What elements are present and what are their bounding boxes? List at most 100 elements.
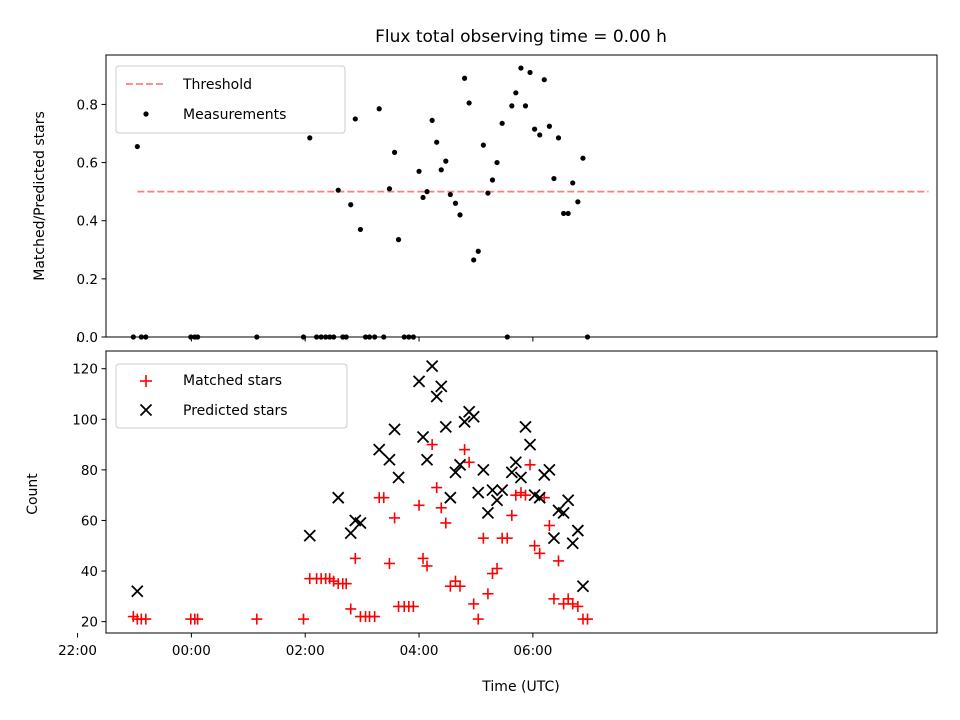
matched-star-point	[506, 509, 518, 521]
measurement-point	[551, 175, 557, 182]
predicted-star-point	[373, 443, 386, 456]
predicted-star-point	[426, 360, 439, 373]
matched-star-point	[378, 492, 390, 504]
predicted-star-point	[344, 526, 357, 540]
measurement-point	[420, 194, 426, 201]
measurement-point	[537, 132, 543, 138]
matched-star-point	[477, 532, 489, 544]
matched-star-point	[345, 603, 357, 615]
legend-top: Threshold Measurements	[115, 65, 346, 134]
predicted-star-point	[481, 506, 495, 520]
x-tick-label: 02:00	[286, 643, 325, 659]
matched-star-point	[472, 613, 484, 625]
x-axis-label: Time (UTC)	[481, 679, 559, 695]
measurement-point	[584, 334, 591, 340]
measurement-point	[555, 135, 562, 141]
measurement-point	[410, 334, 416, 340]
matched-star-point	[140, 613, 152, 625]
measurement-point	[457, 212, 463, 218]
predicted-star-point	[557, 506, 570, 520]
matched-star-point	[567, 598, 579, 610]
measurement-point	[395, 237, 402, 243]
matched-star-point	[582, 613, 594, 625]
measurement-point	[357, 226, 364, 233]
matched-star-point	[435, 502, 447, 514]
legend-frame-top	[115, 65, 346, 134]
matched-star-point	[449, 575, 461, 587]
predicted-star-point	[467, 410, 480, 423]
predicted-star-point	[444, 491, 457, 504]
measurement-point	[575, 199, 581, 205]
matched-star-point	[440, 517, 452, 529]
axes-frame-bottom	[105, 350, 938, 634]
matched-star-point	[389, 512, 401, 524]
predicted-star-point	[566, 537, 579, 550]
matched-star-point	[543, 520, 555, 532]
measurement-point	[401, 334, 407, 340]
measurement-point	[416, 168, 422, 174]
predicted-star-point	[472, 486, 485, 499]
matched-star-point	[426, 439, 438, 451]
predicted-star-point	[435, 380, 448, 393]
y-tick-label-top: 0.4	[77, 214, 98, 230]
predicted-star-point	[383, 453, 396, 466]
predicted-star-point	[412, 375, 426, 388]
matched-star-point	[519, 489, 531, 501]
matched-star-point	[482, 588, 494, 600]
predicted-star-point	[332, 491, 345, 504]
legend-frame-bottom	[115, 363, 348, 429]
predicted-star-point	[505, 466, 518, 479]
legend-label-measurements: Measurements	[183, 107, 286, 123]
predicted-star-point	[523, 438, 537, 451]
matched-star-point	[369, 611, 381, 623]
measurement-point	[195, 334, 201, 340]
matched-star-point	[491, 563, 503, 575]
measurement-point	[509, 103, 515, 109]
y-tick-label-bottom: 20	[81, 615, 98, 631]
predicted-star-point	[576, 580, 590, 593]
predicted-star-point	[496, 483, 509, 497]
matched-star-point	[524, 459, 536, 471]
measurement-point	[580, 155, 586, 161]
x-tick-label: 00:00	[172, 643, 211, 659]
measurement-point	[438, 167, 444, 173]
measurement-point	[343, 334, 349, 340]
matched-star-point	[463, 456, 475, 468]
predicted-star-point	[562, 494, 575, 507]
matched-star-point	[548, 593, 560, 605]
chart-title: Flux total observing time = 0.00 h	[375, 27, 667, 47]
measurement-point	[489, 177, 496, 183]
y-axis-label-bottom: Count	[25, 473, 41, 515]
measurement-point	[300, 334, 307, 340]
predicted-star-point	[439, 420, 452, 434]
matched-star-point	[454, 580, 466, 592]
y-tick-label-bottom: 60	[81, 513, 98, 529]
matched-star-point	[468, 598, 480, 610]
measurement-point	[570, 180, 576, 186]
predicted-star-point	[420, 453, 434, 466]
predicted-star-point	[131, 585, 144, 598]
predicted-star-point	[514, 471, 528, 484]
matched-star-point	[431, 482, 443, 494]
matched-star-point	[552, 555, 564, 567]
predicted-star-point	[354, 516, 367, 530]
matched-star-point	[413, 499, 425, 511]
ratio-plot-area: 0.0 0.2 0.4 0.6 0.8	[77, 54, 938, 346]
measurement-point	[471, 257, 477, 263]
measurement-point	[188, 334, 194, 340]
predicted-star-point	[486, 483, 499, 497]
measurement-point	[443, 158, 449, 164]
measurement-point	[466, 100, 472, 106]
predicted-star-point	[543, 463, 556, 477]
legend-swatch-measurements	[143, 111, 149, 117]
measurement-point	[318, 334, 324, 340]
matched-star-point	[572, 600, 584, 612]
matched-star-point	[534, 547, 546, 559]
measurement-point	[323, 334, 329, 340]
measurement-point	[254, 334, 260, 340]
measurement-point	[386, 186, 393, 192]
measurement-point	[130, 334, 136, 340]
legend-label-matched: Matched stars	[183, 373, 282, 389]
predicted-star-point	[430, 390, 443, 403]
measurement-point	[434, 139, 440, 145]
